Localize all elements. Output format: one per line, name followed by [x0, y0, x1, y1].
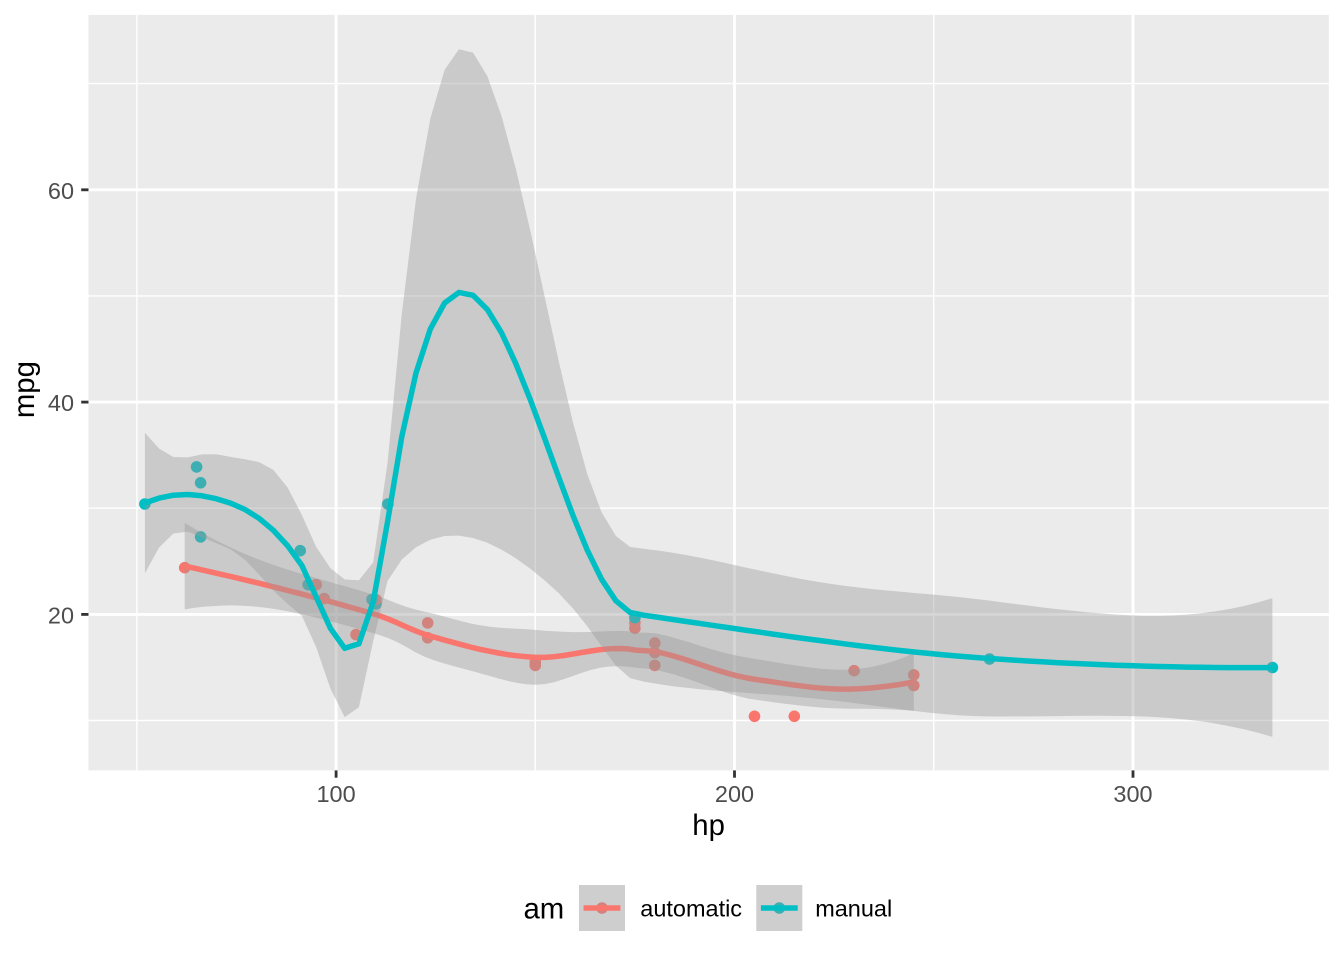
svg-text:60: 60	[48, 178, 74, 204]
svg-text:hp: hp	[692, 809, 725, 842]
svg-text:100: 100	[317, 781, 356, 807]
svg-text:300: 300	[1113, 781, 1152, 807]
svg-text:40: 40	[48, 390, 74, 416]
svg-text:mpg: mpg	[8, 361, 41, 418]
svg-text:200: 200	[715, 781, 754, 807]
svg-text:manual: manual	[815, 896, 892, 922]
svg-text:20: 20	[48, 603, 74, 629]
svg-text:am: am	[524, 893, 565, 926]
svg-text:automatic: automatic	[640, 896, 742, 922]
